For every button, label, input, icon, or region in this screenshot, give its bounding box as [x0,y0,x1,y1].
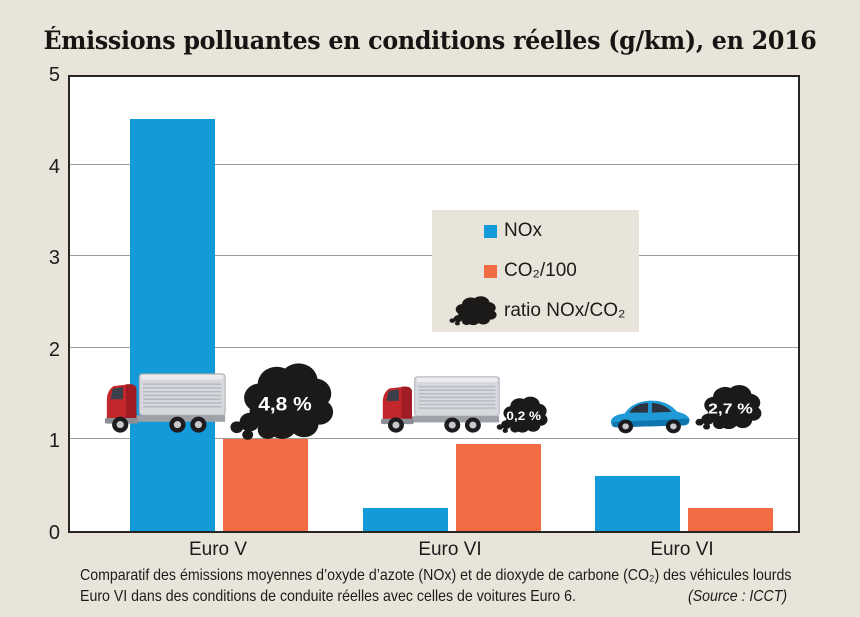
y-tick-label-0: 0 [48,522,60,544]
legend-icon-cell [445,295,497,327]
legend-icon-cell [445,264,497,278]
y-tick-label-3: 3 [48,247,60,270]
legend-label-nox: NOx [504,220,542,241]
exhaust-cloud-icon: 0,2 % [494,395,548,435]
bar-co2-group1 [223,439,308,531]
y-tick-label-2: 2 [48,338,60,361]
bar-nox-group1 [130,118,215,531]
legend-item-nox: NOx [432,216,639,246]
cloud-icon [447,295,497,327]
legend-label-co2: CO₂/100 [504,260,577,281]
legend-item-ratio: ratio NOx/CO₂ [432,296,639,326]
x-label-euro-v: Euro V [188,539,248,560]
y-tick-label-1: 1 [48,430,60,453]
y-tick-label-5: 5 [48,64,60,86]
bar-co2-group3 [688,508,773,531]
x-axis: Euro V Euro VI Euro VI [68,539,800,563]
nox-swatch-icon [484,224,497,238]
ratio-value-euro-vi-truck: 0,2 % [506,409,541,423]
legend-item-co2: CO₂/100 [432,256,639,286]
plot-area: NOx CO₂/100 ratio NOx/CO₂ 4,8 % 0 [68,75,800,533]
legend: NOx CO₂/100 ratio NOx/CO₂ [432,210,639,332]
x-label-euro-vi-car: Euro VI [650,539,714,560]
x-label-euro-vi-truck: Euro VI [418,539,482,560]
caption-source: (Source : ICCT) [687,588,788,605]
blue-car-icon [605,392,694,435]
chart-title: Émissions polluantes en conditions réell… [43,26,817,55]
bar-nox-group3 [595,476,680,531]
legend-label-ratio: ratio NOx/CO₂ [504,300,626,321]
co2-swatch-icon [484,264,497,278]
gridline-1 [70,438,798,440]
bar-co2-group2 [456,443,541,531]
red-truck-icon [104,372,228,434]
gridline-2 [70,346,798,348]
bar-nox-group2 [363,508,448,531]
gridline-4 [70,163,798,165]
y-axis: 0 1 2 3 4 5 [0,64,60,544]
legend-icon-cell [445,224,497,238]
caption-text: Comparatif des émissions moyennes d’oxyd… [80,567,792,605]
caption: Comparatif des émissions moyennes d’oxyd… [80,565,809,611]
ratio-value-euro-v: 4,8 % [258,394,312,415]
exhaust-cloud-icon: 4,8 % [225,360,334,444]
y-tick-label-4: 4 [48,155,60,178]
ratio-value-euro-vi-car: 2,7 % [708,401,753,417]
exhaust-cloud-icon: 2,7 % [692,383,762,432]
red-truck-icon [380,375,502,434]
